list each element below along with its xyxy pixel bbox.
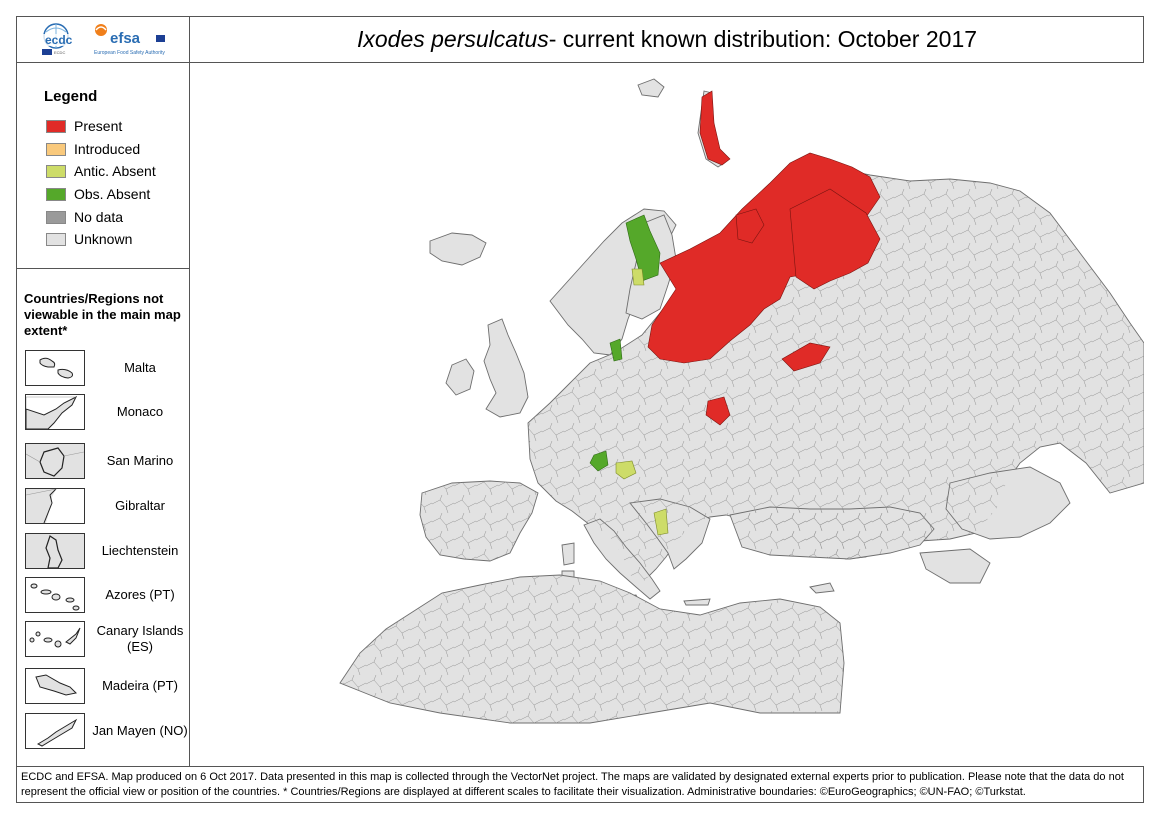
inset-label: Liechtenstein bbox=[101, 543, 179, 558]
inset-label: Gibraltar bbox=[115, 498, 165, 513]
inset-san-marino: San Marino bbox=[24, 443, 190, 483]
ecdc-logo: ecdc ECDC bbox=[42, 23, 73, 55]
legend-title: Legend bbox=[44, 88, 98, 105]
main-map bbox=[190, 63, 1144, 766]
legend-label: Unknown bbox=[74, 231, 133, 247]
inset-canary-islands: Canary Islands (ES) bbox=[24, 621, 190, 661]
legend-item-introduced: Introduced bbox=[46, 141, 140, 157]
legend-label: Obs. Absent bbox=[74, 186, 151, 202]
logo-area: ecdc ECDC efsa European Food Safety Auth… bbox=[16, 16, 190, 63]
legend-label: Introduced bbox=[74, 141, 141, 157]
inset-map-box bbox=[25, 668, 85, 704]
footer-attribution: ECDC and EFSA. Map produced on 6 Oct 201… bbox=[16, 766, 1144, 803]
inset-label: Azores (PT) bbox=[105, 587, 175, 602]
svg-text:efsa: efsa bbox=[110, 30, 141, 47]
inset-label: Malta bbox=[124, 360, 156, 375]
inset-malta: Malta bbox=[24, 350, 190, 390]
legend-swatch bbox=[46, 210, 66, 224]
legend-swatch bbox=[46, 142, 66, 156]
svg-text:European Food Safety Authority: European Food Safety Authority bbox=[94, 50, 165, 56]
inset-gibraltar: Gibraltar bbox=[24, 488, 190, 528]
svg-text:ECDC: ECDC bbox=[54, 50, 65, 55]
inset-label: Canary Islands (ES) bbox=[96, 623, 184, 654]
antic-absent-regions bbox=[615, 268, 669, 536]
efsa-logo: efsa European Food Safety Authority bbox=[94, 24, 165, 56]
logos-graphic: ecdc ECDC efsa European Food Safety Auth… bbox=[42, 23, 165, 56]
obs-absent-regions bbox=[589, 214, 661, 472]
map-svg bbox=[339, 78, 1144, 724]
inset-map-box bbox=[25, 577, 85, 613]
inset-label: Monaco bbox=[116, 404, 164, 419]
legend-swatch bbox=[46, 164, 66, 178]
present-regions bbox=[647, 90, 881, 426]
legend: Legend Present Introduced Antic. Absent … bbox=[16, 63, 190, 269]
inset-label: Madeira (PT) bbox=[102, 678, 178, 693]
inset-jan-mayen: Jan Mayen (NO) bbox=[24, 713, 190, 753]
legend-item-no-data: No data bbox=[46, 209, 123, 225]
legend-item-present: Present bbox=[46, 118, 122, 134]
title-species: Ixodes persulcatus bbox=[356, 25, 549, 52]
admin-borders bbox=[340, 167, 1144, 723]
inset-map-box bbox=[25, 394, 85, 430]
legend-label: No data bbox=[74, 209, 124, 225]
inset-map-box bbox=[25, 350, 85, 386]
legend-item-unknown: Unknown bbox=[46, 231, 132, 247]
inset-map-box bbox=[25, 488, 85, 524]
legend-swatch bbox=[46, 119, 66, 133]
svg-text:ecdc: ecdc bbox=[45, 33, 73, 47]
insets-title: Countries/Regions not viewable in the ma… bbox=[24, 291, 181, 338]
inset-map-box bbox=[25, 533, 85, 569]
inset-map-box bbox=[25, 713, 85, 749]
inset-map-box bbox=[25, 443, 85, 479]
inset-monaco: Monaco bbox=[24, 394, 190, 434]
legend-swatch bbox=[46, 187, 66, 201]
inset-madeira: Madeira (PT) bbox=[24, 668, 190, 708]
legend-swatch bbox=[46, 232, 66, 246]
title-text: - current known distribution: October 20… bbox=[548, 25, 978, 52]
inset-label: Jan Mayen (NO) bbox=[92, 723, 188, 738]
sidebar: Legend Present Introduced Antic. Absent … bbox=[16, 63, 190, 766]
legend-label: Present bbox=[74, 118, 123, 134]
inset-azores: Azores (PT) bbox=[24, 577, 190, 617]
legend-item-obs-absent: Obs. Absent bbox=[46, 186, 150, 202]
legend-label: Antic. Absent bbox=[74, 163, 156, 179]
map-title: Ixodes persulcatus - current known distr… bbox=[190, 16, 1144, 63]
inset-liechtenstein: Liechtenstein bbox=[24, 533, 190, 573]
legend-item-antic-absent: Antic. Absent bbox=[46, 163, 156, 179]
inset-label: San Marino bbox=[106, 453, 174, 468]
inset-map-box bbox=[25, 621, 85, 657]
